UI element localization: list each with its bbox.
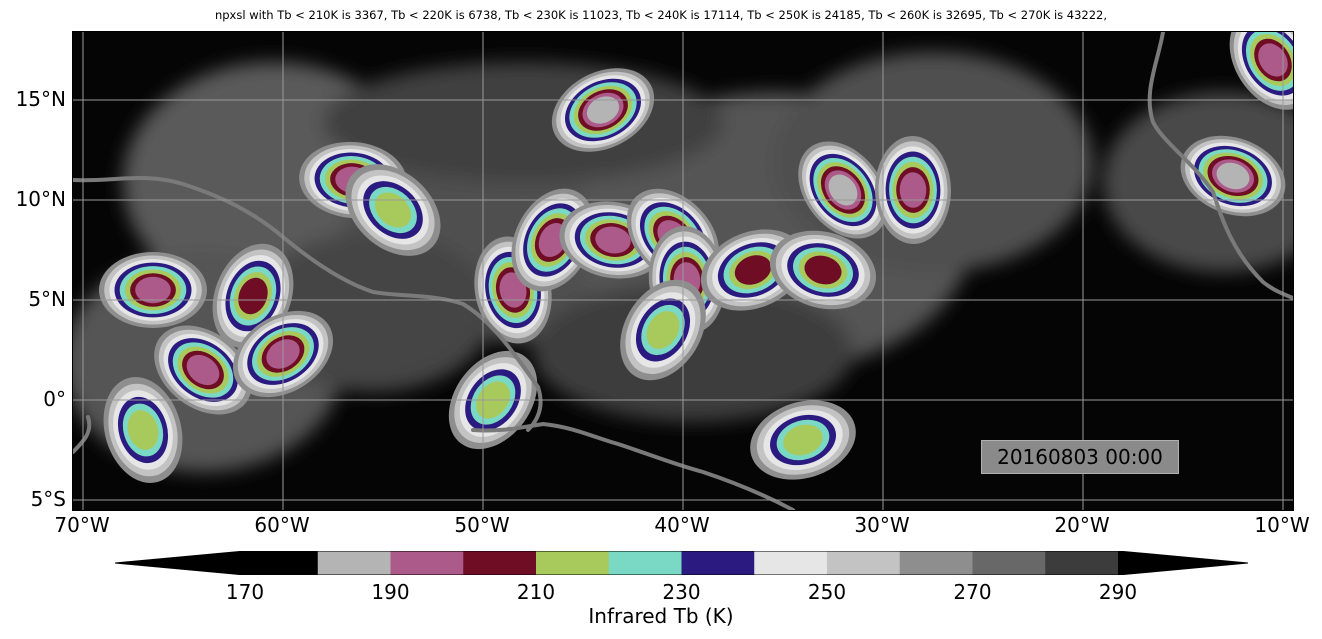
figure-title: npxsl with Tb < 210K is 3367, Tb < 220K … <box>214 8 1108 22</box>
colorbar-tick-label: 290 <box>1098 580 1138 604</box>
contour-ring <box>586 96 620 124</box>
longitude-tick-label: 40°W <box>654 513 710 537</box>
colorbar-tick-label: 170 <box>225 580 265 604</box>
contour-ring <box>374 192 412 228</box>
coastline <box>73 32 1293 510</box>
contour-ring <box>899 172 927 208</box>
colorbar-tick-label: 190 <box>371 580 410 604</box>
colorbar-segment <box>1045 551 1119 575</box>
cloud-system <box>798 141 888 239</box>
colorbar-label: Infrared Tb (K) <box>588 604 734 628</box>
contour-ring <box>804 255 842 285</box>
colorbar-segment <box>827 551 901 575</box>
cloud-system <box>750 400 856 480</box>
longitude-tick-label: 70°W <box>54 513 110 537</box>
longitude-tick-label: 60°W <box>254 513 310 537</box>
cloud-system <box>551 68 655 152</box>
colorbar-tick-label: 230 <box>662 580 701 604</box>
colorbar <box>115 551 1248 575</box>
latitude-tick-label: 10°N <box>15 187 66 211</box>
longitude-tick-label: 30°W <box>854 513 910 537</box>
contour-ring <box>646 311 680 349</box>
cloud-system <box>99 252 207 328</box>
colorbar-segment <box>899 551 973 575</box>
contour-ring <box>1258 43 1288 77</box>
cloud-system <box>1180 135 1286 217</box>
contour-ring <box>595 226 631 254</box>
cloud-system <box>874 136 952 244</box>
colorbar-segment <box>754 551 828 575</box>
contour-ring <box>186 354 220 386</box>
colorbar-segment <box>463 551 537 575</box>
latitude-tick-label: 5°S <box>30 487 66 511</box>
latitude-tick-label: 5°N <box>28 287 66 311</box>
contour-ring <box>1216 162 1250 190</box>
latitude-tick-label: 15°N <box>15 87 66 111</box>
colorbar-segment <box>972 551 1046 575</box>
colorbar-tick-label: 210 <box>516 580 556 604</box>
contour-ring <box>499 272 527 308</box>
colorbar-extend-low <box>115 551 245 575</box>
longitude-tick-label: 50°W <box>454 513 510 537</box>
contour-ring <box>828 174 858 206</box>
contour-ring <box>734 255 772 285</box>
cloud-system <box>345 164 441 256</box>
timestamp-box: 20160803 00:00 <box>981 440 1179 474</box>
contour-ring <box>127 410 159 450</box>
colorbar-segment <box>390 551 464 575</box>
colorbar-extend-high <box>1118 551 1248 575</box>
longitude-tick-label: 20°W <box>1054 513 1110 537</box>
cloud-system <box>154 325 252 415</box>
colorbar-segment <box>317 551 391 575</box>
colorbar-tick-label: 270 <box>953 580 992 604</box>
cloud-system <box>103 377 183 483</box>
colorbar-tick-label: 250 <box>807 580 847 604</box>
colorbar-segment <box>681 551 755 575</box>
contour-ring <box>783 424 823 456</box>
cloud-system <box>1229 32 1293 110</box>
colorbar-segment <box>536 551 610 575</box>
colorbar-segment <box>245 551 319 575</box>
longitude-tick-label: 10°W <box>1254 513 1310 537</box>
graticule <box>73 32 1293 510</box>
brightness-temperature-map <box>73 32 1293 510</box>
cloud-system <box>769 230 877 310</box>
latitude-tick-label: 0° <box>43 387 66 411</box>
colorbar-segment <box>608 551 682 575</box>
map-panel <box>72 31 1294 511</box>
cloud-system <box>620 279 706 381</box>
contour-ring <box>135 276 171 304</box>
contour-ring <box>238 277 268 315</box>
